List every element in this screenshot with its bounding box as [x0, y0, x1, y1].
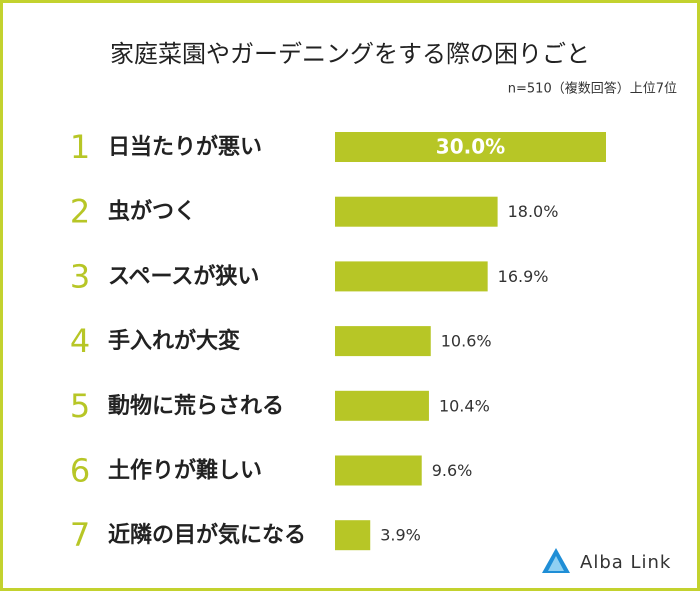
category-label: 手入れが大変: [108, 328, 240, 354]
bar: [335, 326, 431, 357]
value-label: 10.6%: [441, 332, 492, 351]
logo-text: Alba Link: [580, 552, 671, 573]
chart-title: 家庭菜園やガーデニングをする際の困りごと: [110, 40, 590, 68]
value-label: 16.9%: [498, 267, 549, 286]
value-label: 18.0%: [508, 202, 559, 221]
category-label: 虫がつく: [108, 199, 196, 225]
bar: [335, 261, 488, 292]
bar: [335, 520, 371, 551]
bar: [335, 455, 422, 486]
category-label: 土作りが難しい: [108, 458, 262, 484]
rank-label: 6: [70, 452, 90, 490]
category-label: 近隣の目が気になる: [108, 522, 306, 548]
rank-label: 4: [70, 322, 90, 360]
rank-label: 7: [70, 516, 90, 554]
value-label: 3.9%: [380, 526, 421, 545]
rank-label: 5: [70, 387, 90, 425]
bar: [335, 196, 498, 227]
chart-subtitle: n=510（複数回答）上位7位: [508, 81, 677, 97]
category-label: 日当たりが悪い: [108, 134, 262, 160]
value-label: 10.4%: [439, 396, 490, 415]
bar: [335, 390, 429, 421]
logo-triangle-inner: [548, 556, 564, 571]
category-label: スペースが狭い: [108, 263, 259, 289]
logo-icon: [542, 548, 570, 573]
category-label: 動物に荒らされる: [108, 393, 284, 419]
value-label: 30.0%: [436, 135, 505, 159]
bar: [335, 132, 606, 162]
rank-label: 1: [70, 128, 90, 166]
value-label: 9.6%: [432, 461, 473, 480]
rank-label: 2: [70, 193, 90, 231]
rank-label: 3: [70, 257, 90, 295]
